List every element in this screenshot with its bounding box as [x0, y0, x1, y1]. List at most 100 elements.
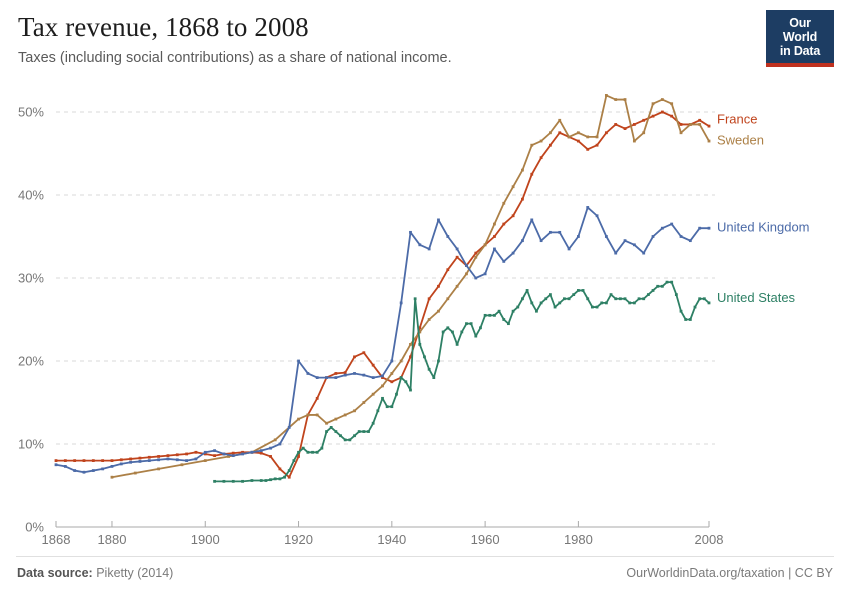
data-point[interactable]	[572, 293, 576, 296]
data-point[interactable]	[250, 450, 254, 454]
data-point[interactable]	[409, 343, 412, 346]
series-line-united-kingdom[interactable]	[55, 206, 710, 474]
data-point[interactable]	[157, 455, 161, 458]
series-label-sweden[interactable]: Sweden	[717, 132, 764, 147]
data-point[interactable]	[567, 247, 571, 251]
data-point[interactable]	[110, 475, 114, 479]
data-point[interactable]	[684, 318, 688, 321]
data-point[interactable]	[325, 421, 328, 425]
data-point[interactable]	[558, 230, 562, 234]
data-point[interactable]	[353, 372, 356, 375]
data-point[interactable]	[54, 459, 58, 462]
data-point[interactable]	[231, 451, 235, 455]
data-point[interactable]	[157, 467, 161, 471]
data-point[interactable]	[614, 251, 618, 255]
data-point[interactable]	[413, 297, 417, 301]
data-point[interactable]	[642, 118, 646, 122]
data-point[interactable]	[222, 452, 226, 456]
data-point[interactable]	[595, 305, 599, 309]
data-point[interactable]	[427, 297, 431, 301]
data-point[interactable]	[329, 426, 333, 429]
data-point[interactable]	[455, 247, 459, 251]
data-point[interactable]	[390, 359, 394, 363]
data-point[interactable]	[231, 479, 235, 483]
data-point[interactable]	[577, 235, 580, 238]
data-point[interactable]	[343, 373, 347, 377]
data-point[interactable]	[586, 206, 590, 209]
data-point[interactable]	[665, 280, 669, 284]
data-point[interactable]	[418, 243, 422, 247]
data-point[interactable]	[604, 94, 608, 97]
data-point[interactable]	[660, 226, 664, 230]
data-point[interactable]	[474, 251, 478, 255]
data-point[interactable]	[595, 143, 599, 147]
data-point[interactable]	[497, 309, 501, 313]
data-point[interactable]	[530, 143, 534, 147]
data-point[interactable]	[646, 293, 650, 296]
data-point[interactable]	[213, 449, 216, 453]
data-point[interactable]	[287, 426, 291, 429]
data-point[interactable]	[493, 235, 496, 238]
data-point[interactable]	[278, 477, 282, 481]
data-point[interactable]	[166, 457, 170, 461]
data-point[interactable]	[82, 459, 86, 462]
data-point[interactable]	[292, 459, 296, 462]
data-point[interactable]	[511, 214, 515, 218]
data-point[interactable]	[530, 218, 534, 222]
data-point[interactable]	[432, 376, 436, 379]
data-point[interactable]	[343, 438, 347, 442]
data-point[interactable]	[698, 123, 702, 126]
data-point[interactable]	[446, 297, 450, 301]
data-point[interactable]	[511, 251, 515, 255]
data-point[interactable]	[362, 430, 366, 433]
data-point[interactable]	[632, 139, 636, 143]
data-point[interactable]	[423, 355, 426, 359]
data-point[interactable]	[175, 458, 179, 462]
data-point[interactable]	[493, 313, 496, 317]
data-point[interactable]	[390, 405, 394, 409]
data-point[interactable]	[315, 376, 319, 379]
data-point[interactable]	[194, 457, 198, 461]
data-point[interactable]	[320, 446, 324, 450]
data-point[interactable]	[138, 456, 142, 460]
data-point[interactable]	[362, 351, 366, 355]
data-point[interactable]	[357, 430, 361, 433]
data-point[interactable]	[418, 343, 422, 346]
data-point[interactable]	[231, 454, 235, 458]
data-point[interactable]	[287, 475, 291, 479]
data-point[interactable]	[539, 156, 543, 160]
data-point[interactable]	[623, 297, 627, 301]
data-point[interactable]	[404, 380, 408, 384]
data-point[interactable]	[679, 309, 683, 313]
data-point[interactable]	[521, 168, 524, 172]
data-point[interactable]	[157, 458, 161, 462]
data-point[interactable]	[446, 268, 450, 272]
data-point[interactable]	[539, 301, 543, 305]
data-point[interactable]	[381, 396, 384, 400]
data-point[interactable]	[343, 413, 347, 417]
data-point[interactable]	[455, 255, 459, 259]
data-point[interactable]	[306, 413, 310, 417]
data-point[interactable]	[376, 409, 380, 413]
data-point[interactable]	[213, 479, 216, 483]
data-point[interactable]	[73, 469, 77, 472]
data-point[interactable]	[539, 239, 543, 243]
data-point[interactable]	[483, 243, 487, 247]
data-point[interactable]	[63, 459, 67, 462]
data-point[interactable]	[483, 313, 487, 317]
data-point[interactable]	[670, 114, 674, 118]
data-point[interactable]	[637, 297, 641, 301]
data-point[interactable]	[385, 405, 389, 409]
data-point[interactable]	[390, 372, 394, 375]
data-point[interactable]	[91, 459, 95, 462]
data-point[interactable]	[250, 450, 254, 454]
data-point[interactable]	[110, 459, 114, 462]
data-point[interactable]	[544, 297, 548, 301]
data-point[interactable]	[222, 479, 226, 483]
data-point[interactable]	[399, 376, 403, 379]
data-point[interactable]	[651, 235, 655, 238]
data-point[interactable]	[707, 139, 711, 143]
data-point[interactable]	[688, 123, 692, 126]
data-point[interactable]	[446, 326, 450, 330]
data-point[interactable]	[604, 301, 608, 305]
